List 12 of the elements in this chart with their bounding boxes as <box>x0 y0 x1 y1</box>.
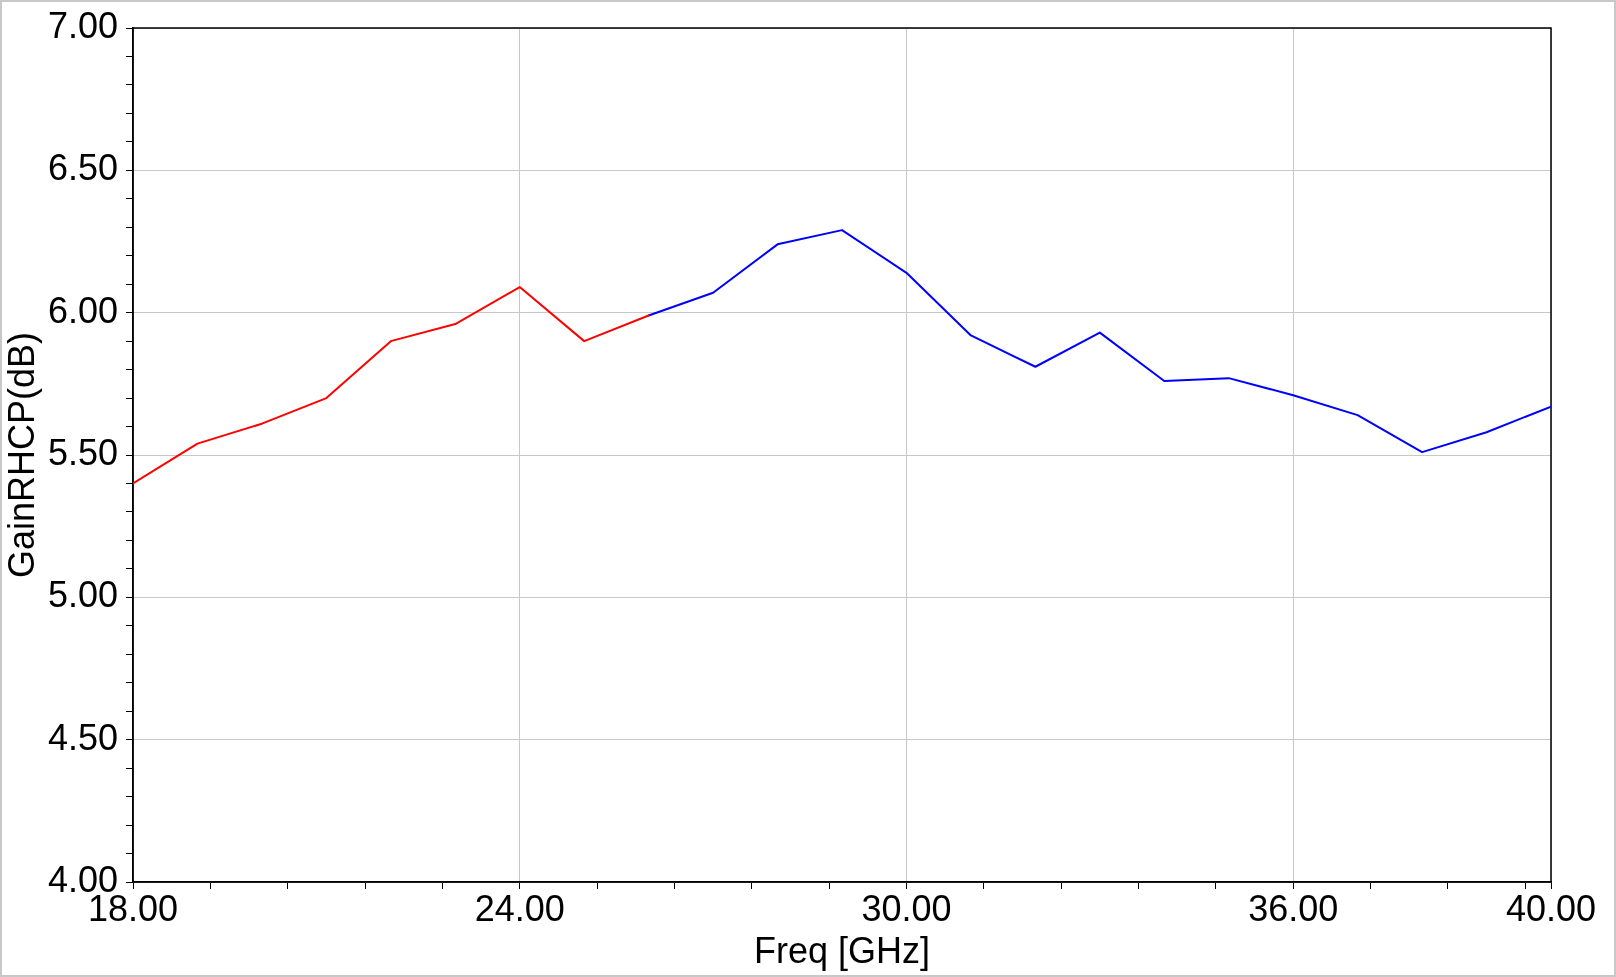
y-tick-label: 6.00 <box>47 289 118 331</box>
x-axis-title: Freq [GHz] <box>753 929 931 971</box>
y-tick-label: 5.00 <box>47 574 118 616</box>
y-tick-label: 4.50 <box>47 716 118 758</box>
y-axis-title: GainRHCP(dB) <box>0 331 42 579</box>
y-tick-label: 5.50 <box>47 431 118 473</box>
x-tick-label: 36.00 <box>1248 887 1339 929</box>
x-tick-label: 40.00 <box>1505 887 1597 929</box>
x-tick-label: 30.00 <box>861 887 952 929</box>
x-tick-label: 24.00 <box>474 887 565 929</box>
y-tick-label: 7.00 <box>47 4 118 46</box>
y-tick-label: 6.50 <box>47 147 118 189</box>
